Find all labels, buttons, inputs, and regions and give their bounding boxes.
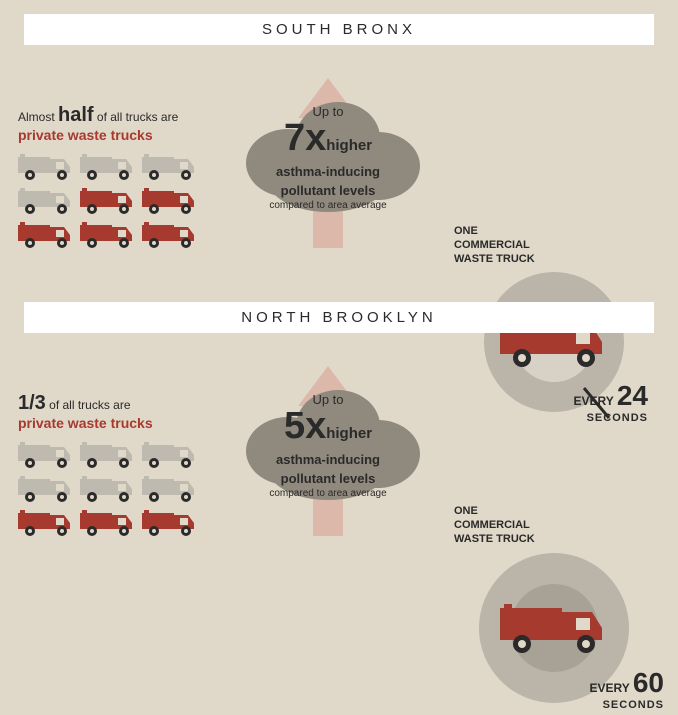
cl3: WASTE TRUCK — [454, 253, 654, 267]
cloud-text-sb: Up to 7xhigher asthma-inducing pollutant… — [228, 104, 428, 211]
truck-red-line: private waste trucks — [18, 415, 218, 431]
every-word: EVERY — [589, 681, 629, 695]
truck-stat-text-nb: 1/3 of all trucks are private waste truc… — [18, 392, 218, 431]
truck-stat-text: Almost half of all trucks are private wa… — [18, 104, 218, 143]
truck-big: 1/3 — [18, 392, 46, 414]
truck-icon — [18, 185, 72, 215]
truck-pre: Almost — [18, 110, 58, 124]
truck-icon — [142, 507, 196, 537]
every-num: 60 — [633, 667, 664, 698]
cloud-text-nb: Up to 5xhigher asthma-inducing pollutant… — [228, 392, 428, 499]
truck-icon — [18, 473, 72, 503]
cl3: WASTE TRUCK — [454, 533, 654, 547]
truck-icon — [142, 439, 196, 469]
cloud-sub2: compared to area average — [228, 200, 428, 211]
cloud-mult: 7x — [284, 117, 326, 160]
truck-grid-sb — [18, 151, 198, 249]
every-nb: EVERY 60 SECONDS — [589, 667, 664, 711]
cloud-sub1a: asthma-inducing — [228, 452, 428, 467]
cloud-higher: higher — [326, 137, 372, 154]
truck-icon — [18, 151, 72, 181]
cloud-upto: Up to — [228, 104, 428, 119]
section-south-bronx: Almost half of all trucks are private wa… — [0, 70, 678, 285]
truck-icon — [18, 219, 72, 249]
truck-stat-nb: 1/3 of all trucks are private waste truc… — [18, 392, 218, 537]
truck-icon — [142, 473, 196, 503]
cloud-sub1b: pollutant levels — [228, 183, 428, 198]
section-title-south-bronx: SOUTH BRONX — [24, 14, 654, 45]
truck-stat-sb: Almost half of all trucks are private wa… — [18, 104, 218, 249]
truck-post: of all trucks are — [94, 110, 179, 124]
truck-grid-nb — [18, 439, 198, 537]
cloud-mult: 5x — [284, 405, 326, 448]
truck-post: of all trucks are — [46, 398, 131, 412]
truck-icon — [142, 219, 196, 249]
cloud-sub1a: asthma-inducing — [228, 164, 428, 179]
truck-big: half — [58, 104, 94, 126]
cloud-sub1b: pollutant levels — [228, 471, 428, 486]
truck-icon — [80, 507, 134, 537]
section-north-brooklyn: 1/3 of all trucks are private waste truc… — [0, 358, 678, 594]
cl1: ONE — [454, 505, 654, 519]
cloud-upto: Up to — [228, 392, 428, 407]
truck-icon — [80, 473, 134, 503]
truck-icon — [142, 185, 196, 215]
truck-red-line: private waste trucks — [18, 127, 218, 143]
circle-label: ONE COMMERCIAL WASTE TRUCK — [454, 505, 654, 546]
circle-label: ONE COMMERCIAL WASTE TRUCK — [454, 225, 654, 266]
truck-icon — [142, 151, 196, 181]
truck-icon — [18, 439, 72, 469]
cl2: COMMERCIAL — [454, 519, 654, 533]
truck-icon — [80, 151, 134, 181]
every-unit: SECONDS — [589, 699, 664, 711]
truck-icon — [80, 185, 134, 215]
pollutant-cloud-nb: Up to 5xhigher asthma-inducing pollutant… — [228, 376, 428, 511]
truck-icon — [80, 439, 134, 469]
cl2: COMMERCIAL — [454, 239, 654, 253]
cloud-higher: higher — [326, 425, 372, 442]
cl1: ONE — [454, 225, 654, 239]
frequency-nb: ONE COMMERCIAL WASTE TRUCK EVERY 60 SECO… — [454, 505, 654, 715]
pollutant-cloud-sb: Up to 7xhigher asthma-inducing pollutant… — [228, 88, 428, 223]
truck-icon — [80, 219, 134, 249]
cloud-sub2: compared to area average — [228, 488, 428, 499]
truck-icon — [18, 507, 72, 537]
section-title-north-brooklyn: NORTH BROOKLYN — [24, 302, 654, 333]
